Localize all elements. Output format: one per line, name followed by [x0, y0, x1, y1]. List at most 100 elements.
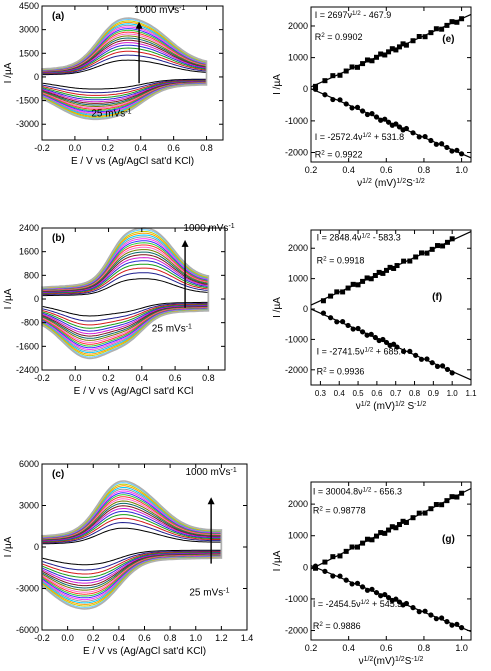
anodic-data-point	[382, 530, 388, 536]
anodic-data-point	[354, 64, 360, 70]
y-axis-label: I /µA	[272, 550, 283, 571]
low-scan-rate-label-part: 25 mVs	[152, 324, 186, 335]
cathodic-data-point	[322, 92, 328, 98]
y-tick-label: 1600	[19, 247, 39, 257]
y-tick-label: 0	[34, 542, 39, 552]
anodic-data-point	[372, 272, 378, 278]
cathodic-data-point	[393, 596, 399, 602]
anodic-data-point	[350, 281, 356, 287]
y-tick-label: 0	[34, 294, 39, 304]
anodic-data-point	[422, 510, 428, 516]
cathodic-data-point	[322, 568, 328, 574]
anodic-data-point	[320, 298, 326, 304]
cv-curve	[41, 17, 208, 121]
anodic-data-point	[394, 263, 400, 269]
x-axis-label: E / V vs (Ag/AgCl sat'd KCl)	[83, 646, 206, 657]
x-tick-label: 0.6	[138, 633, 151, 643]
cathodic-data-point	[449, 622, 455, 628]
cathodic-data-point	[413, 352, 419, 358]
x-axis-label: ν1/2(mV)1/2S-1/2	[359, 656, 424, 668]
y-tick-label: 1000	[288, 53, 308, 63]
y-tick-label: 3000	[19, 25, 39, 35]
cathodic-data-point	[428, 137, 434, 144]
y-tick-label: 800	[24, 270, 39, 280]
anodic-data-point	[428, 30, 434, 36]
cathodic-data-point	[312, 86, 319, 92]
y-tick-label: -2000	[285, 148, 308, 158]
anodic-data-point	[407, 258, 413, 264]
x-tick-label: 0.6	[380, 165, 393, 175]
x-tick-label: 0.8	[200, 143, 213, 153]
anodic-data-point	[449, 494, 455, 500]
cv-panel-b: -0.2 0.0 0.2 0.4 0.6 0.8 -2400 -1600 -800 0 800 160…	[3, 222, 235, 397]
x-tick-label: 0.7	[390, 389, 402, 398]
panel-label: (g)	[442, 534, 455, 545]
x-tick-label: 0.6	[167, 143, 180, 153]
cathodic-r-squared: R2 = 0.9922	[315, 149, 363, 160]
panel-label: (e)	[442, 34, 454, 45]
anodic-data-point	[364, 275, 370, 281]
cathodic-fit-equation-part: 1/2	[361, 598, 370, 605]
anodic-data-point	[369, 537, 375, 543]
cathodic-data-point	[350, 326, 356, 332]
cathodic-data-point	[439, 363, 446, 369]
cv-curve	[41, 227, 210, 360]
anodic-data-point	[313, 83, 319, 89]
y-axis-label: I /µA	[272, 297, 283, 318]
cathodic-data-point	[330, 96, 336, 103]
x-axis-label-part: ν	[359, 656, 364, 667]
cathodic-data-point	[340, 319, 346, 325]
anodic-data-point	[416, 34, 422, 40]
anodic-data-point	[382, 52, 388, 58]
cathodic-data-point	[444, 366, 451, 373]
anodic-data-point	[360, 540, 366, 546]
x-axis-label-part: 1/2	[395, 656, 405, 663]
low-scan-rate-label-part: 25 mVs	[91, 108, 125, 119]
anodic-fit-equation: I = 2848.4ν1/2 - 583.3	[317, 232, 401, 243]
cathodic-data-point	[418, 356, 425, 362]
x-tick-label: -0.2	[34, 143, 50, 153]
anodic-data-point	[334, 289, 340, 295]
x-tick-label: 1.1	[465, 389, 477, 398]
anodic-data-point	[454, 494, 460, 500]
low-scan-rate-label-part: -1	[125, 108, 131, 115]
anodic-data-point	[440, 243, 446, 249]
anodic-data-point	[322, 559, 328, 565]
anodic-data-point	[386, 49, 392, 55]
cathodic-data-point	[359, 329, 366, 335]
x-tick-label: 1.0	[455, 165, 468, 175]
fit-panel-f: 0.3 0.4 0.5 0.6 0.7 0.8 0.9 1.0 1.1 -2000 -1000 0 10…	[272, 229, 477, 412]
x-tick-label: 0.9	[428, 389, 440, 398]
anodic-r-squared-part: 2	[319, 505, 323, 512]
cathodic-data-point	[354, 580, 361, 586]
cathodic-fit-equation-part: + 531.8	[371, 132, 404, 142]
cathodic-data-point	[327, 315, 334, 321]
panel-label: (f)	[432, 292, 442, 303]
anodic-data-point	[439, 26, 445, 32]
anodic-r-squared: R2 = 0.9918	[317, 255, 365, 266]
y-tick-label: 0	[303, 84, 308, 94]
cathodic-data-point	[312, 563, 319, 569]
cathodic-data-point	[458, 151, 465, 157]
anodic-data-point	[410, 515, 416, 521]
plot-frame	[310, 481, 472, 641]
high-scan-rate-label: 1000 mVs-1	[186, 467, 237, 479]
anodic-data-point	[449, 19, 455, 25]
anodic-data-point	[383, 267, 389, 273]
cathodic-fit-equation-part: 1/2	[364, 346, 373, 353]
fit-panel-g: 0.2 0.4 0.6 0.8 1.0 -2000 -1000 0 1000 2000 I /µA I…	[272, 481, 472, 668]
x-axis-label-part: (mV)	[372, 178, 396, 189]
y-axis-label: I /µA	[272, 74, 283, 95]
cathodic-data-point	[396, 599, 403, 605]
anodic-r-squared: R2 = 0.9902	[315, 32, 363, 43]
cathodic-data-point	[364, 332, 370, 338]
cathodic-fit-equation-part: + 685.4	[373, 347, 406, 357]
cathodic-data-point	[433, 616, 439, 622]
cathodic-data-point	[403, 600, 410, 607]
x-axis-label-part: 1/2	[361, 401, 371, 408]
cathodic-data-point	[416, 134, 422, 140]
cathodic-data-point	[383, 339, 390, 346]
anodic-data-point	[349, 64, 355, 70]
cathodic-data-point	[349, 105, 355, 111]
y-tick-label: -2000	[285, 626, 308, 636]
